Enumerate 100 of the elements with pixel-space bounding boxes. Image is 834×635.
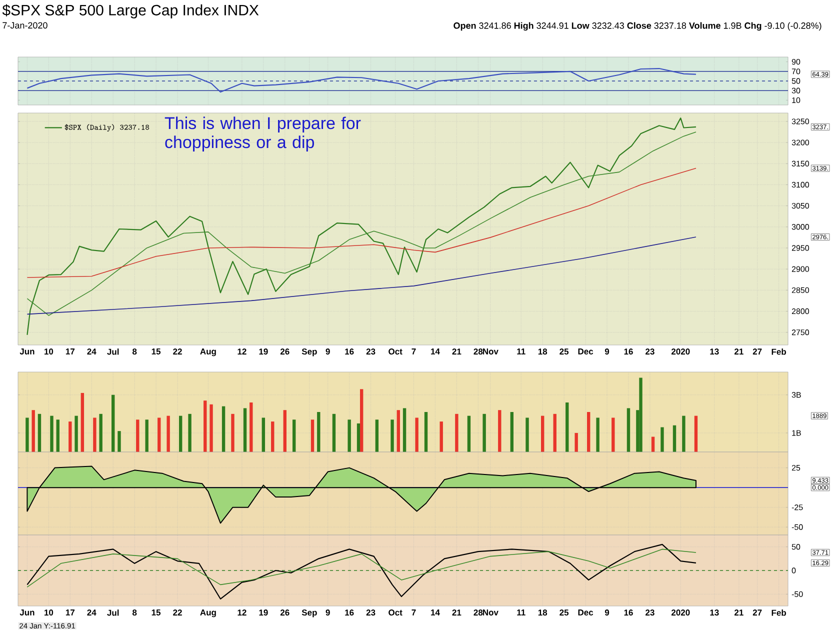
y-tick-label: 0 bbox=[792, 568, 796, 574]
y-tick-label: 90 bbox=[792, 58, 800, 65]
x-tick-label: 19 bbox=[259, 610, 268, 616]
y-tick-label: 2850 bbox=[792, 287, 810, 293]
bar bbox=[74, 416, 78, 452]
x-tick-label: 28 bbox=[474, 610, 483, 616]
x-tick-label: 21 bbox=[734, 610, 744, 616]
line-series bbox=[26, 168, 696, 278]
bar bbox=[56, 420, 60, 452]
x-tick-label: Jul bbox=[107, 610, 119, 616]
x-tick-label: 21 bbox=[734, 348, 744, 354]
x-tick-label: 8 bbox=[132, 348, 137, 355]
chart-subtitle: 7-Jan-2020 bbox=[2, 22, 48, 29]
y-tick-label: -50 bbox=[792, 591, 803, 597]
bar bbox=[145, 420, 148, 452]
x-tick-label: 18 bbox=[538, 610, 548, 616]
x-tick-label: 16 bbox=[345, 348, 354, 355]
x-tick-label: 11 bbox=[517, 610, 526, 616]
x-tick-label: 11 bbox=[517, 348, 526, 354]
bar bbox=[188, 414, 192, 452]
x-tick-label: 25 bbox=[560, 348, 569, 355]
y-tick-label: -25 bbox=[792, 504, 803, 510]
x-tick-label: 23 bbox=[366, 348, 376, 355]
x-tick-label: 8 bbox=[132, 610, 137, 616]
bar bbox=[510, 412, 514, 452]
x-tick-label: 2020 bbox=[671, 348, 690, 355]
bar bbox=[424, 412, 428, 452]
bar bbox=[553, 414, 556, 452]
bar bbox=[566, 402, 569, 452]
bar bbox=[348, 420, 351, 452]
bar bbox=[694, 416, 698, 452]
x-tick-label: 7 bbox=[412, 348, 416, 354]
line-series bbox=[26, 544, 697, 600]
bar bbox=[682, 416, 686, 452]
bar bbox=[574, 432, 578, 452]
bar bbox=[283, 410, 286, 452]
x-tick-label: 10 bbox=[44, 348, 54, 355]
y-tick-label: 10 bbox=[792, 97, 800, 104]
bar bbox=[50, 416, 54, 452]
bar bbox=[639, 378, 642, 452]
x-tick-label: 21 bbox=[452, 348, 462, 354]
x-tick-label: Nov bbox=[482, 610, 498, 616]
x-tick-label: 16 bbox=[345, 610, 354, 616]
bar bbox=[136, 420, 140, 452]
chart-title: $SPX S&P 500 Large Cap Index INDX bbox=[2, 4, 259, 18]
x-tick-label: Jul bbox=[107, 348, 119, 355]
x-tick-label: Sep bbox=[302, 348, 317, 356]
y-tick-label: 1B bbox=[792, 430, 801, 436]
x-tick-label: 14 bbox=[431, 348, 440, 354]
x-tick-label: 9 bbox=[326, 348, 330, 355]
x-tick-label: 13 bbox=[710, 348, 719, 355]
y-tick-label: 3250 bbox=[792, 118, 810, 124]
bar bbox=[118, 431, 121, 452]
bar bbox=[93, 418, 96, 452]
bar bbox=[672, 425, 676, 452]
bar bbox=[390, 420, 394, 452]
bar bbox=[112, 394, 115, 452]
x-tick-label: 25 bbox=[560, 610, 569, 616]
x-tick-label: 18 bbox=[538, 348, 548, 355]
legend-label: $SPX (Daily) 3237.18 bbox=[64, 124, 150, 132]
bar bbox=[482, 414, 486, 452]
y-tick-label: 2950 bbox=[792, 245, 810, 251]
bar bbox=[596, 418, 600, 452]
x-tick-label: Feb bbox=[772, 610, 786, 616]
bar bbox=[262, 418, 266, 452]
x-tick-label: 24 bbox=[87, 610, 96, 616]
x-tick-label: 22 bbox=[173, 610, 182, 616]
y-tick-label: 3100 bbox=[792, 182, 810, 188]
y-tick-label: 2900 bbox=[792, 266, 810, 272]
bar bbox=[250, 402, 253, 452]
bar bbox=[166, 416, 170, 452]
bar bbox=[415, 418, 418, 452]
bar bbox=[587, 412, 590, 452]
x-tick-label: 15 bbox=[152, 610, 161, 616]
bar bbox=[204, 400, 207, 452]
x-tick-label: 16 bbox=[624, 348, 633, 355]
x-tick-label: 9 bbox=[604, 610, 610, 616]
x-tick-label: 23 bbox=[646, 610, 654, 616]
y-tick-label: 2750 bbox=[792, 330, 810, 336]
text: Open 3241.86 High 3244.91 Low 3232.43 Close 3237.18 Volume 1.9B Chg -9.10 (-0.28%) bbox=[454, 22, 822, 31]
x-tick-label: Dec bbox=[578, 610, 594, 616]
y-tick-label: 2800 bbox=[792, 308, 810, 314]
x-tick-label: 23 bbox=[646, 348, 654, 355]
bar bbox=[310, 420, 314, 452]
x-tick-label: Feb bbox=[772, 348, 786, 355]
bar bbox=[32, 410, 35, 452]
bar bbox=[317, 412, 320, 452]
bar bbox=[26, 418, 29, 452]
y-tick-label: 30 bbox=[792, 88, 800, 94]
bar bbox=[626, 408, 630, 452]
bar bbox=[158, 418, 161, 452]
bar bbox=[467, 416, 471, 452]
x-tick-label: 12 bbox=[238, 348, 246, 354]
bar bbox=[178, 416, 182, 452]
x-tick-label: 13 bbox=[710, 610, 719, 616]
y-tick-label: -50 bbox=[792, 524, 803, 530]
x-tick-label: 15 bbox=[152, 348, 161, 354]
x-tick-label: 2020 bbox=[671, 610, 690, 616]
x-tick-label: 19 bbox=[259, 348, 268, 355]
bar bbox=[292, 420, 296, 452]
